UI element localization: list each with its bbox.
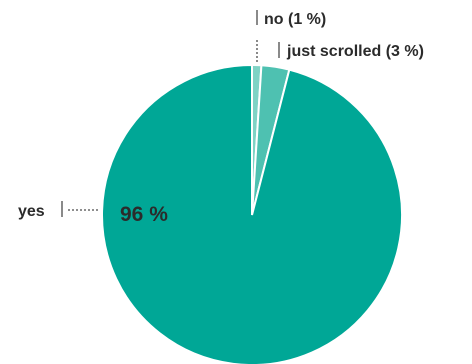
just-scrolled-slice-label: just scrolled (3 %)	[286, 43, 424, 60]
yes-value-label: 96 %	[120, 203, 168, 226]
yes-slice-label: yes	[18, 203, 45, 220]
no-slice-label: no (1 %)	[264, 11, 326, 28]
